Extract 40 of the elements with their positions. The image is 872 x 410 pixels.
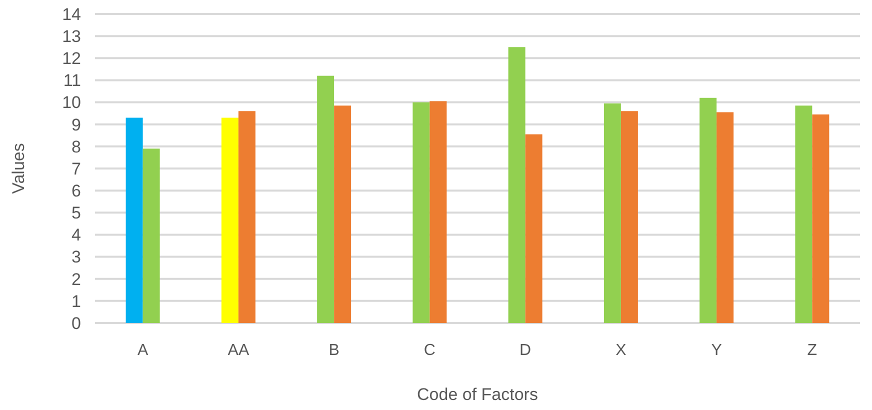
x-tick-label: D [520,342,532,359]
y-tick-label: 14 [62,4,81,24]
bar [700,98,717,323]
y-tick-label: 6 [72,182,81,201]
y-tick-label: 11 [63,71,81,90]
y-tick-label: 8 [72,137,81,156]
y-tick-label: 12 [62,49,81,68]
y-tick-label: 2 [72,270,81,289]
bar [620,111,638,323]
bar [525,134,542,323]
bar [795,106,812,323]
y-tick-label: 4 [72,226,81,245]
bar [412,102,430,323]
y-tick-label: 0 [72,314,81,333]
bar [508,47,526,323]
bar [604,103,621,323]
bar [221,118,238,323]
y-tick-label: 1 [72,292,81,311]
x-tick-label: C [424,342,436,359]
bar [812,114,830,323]
bar [317,76,334,323]
y-tick-label: 9 [72,115,81,134]
x-tick-label: Z [807,342,818,359]
bar [716,112,734,323]
x-tick-label: AA [228,342,250,359]
x-tick-label: Y [711,342,722,359]
y-tick-label: 7 [72,159,81,178]
x-axis-title: Code of Factors [417,385,538,404]
x-tick-label: B [328,342,340,359]
bar [238,111,256,323]
y-tick-label: 13 [62,27,81,46]
y-tick-label: 3 [72,248,81,267]
x-tick-label: A [137,342,148,359]
bar [334,106,352,323]
y-tick-label: 5 [72,204,81,223]
y-axis-title: Values [9,143,28,194]
bar [126,118,143,323]
x-tick-label: X [616,342,627,359]
y-tick-label: 10 [62,93,81,112]
bar [430,101,447,323]
